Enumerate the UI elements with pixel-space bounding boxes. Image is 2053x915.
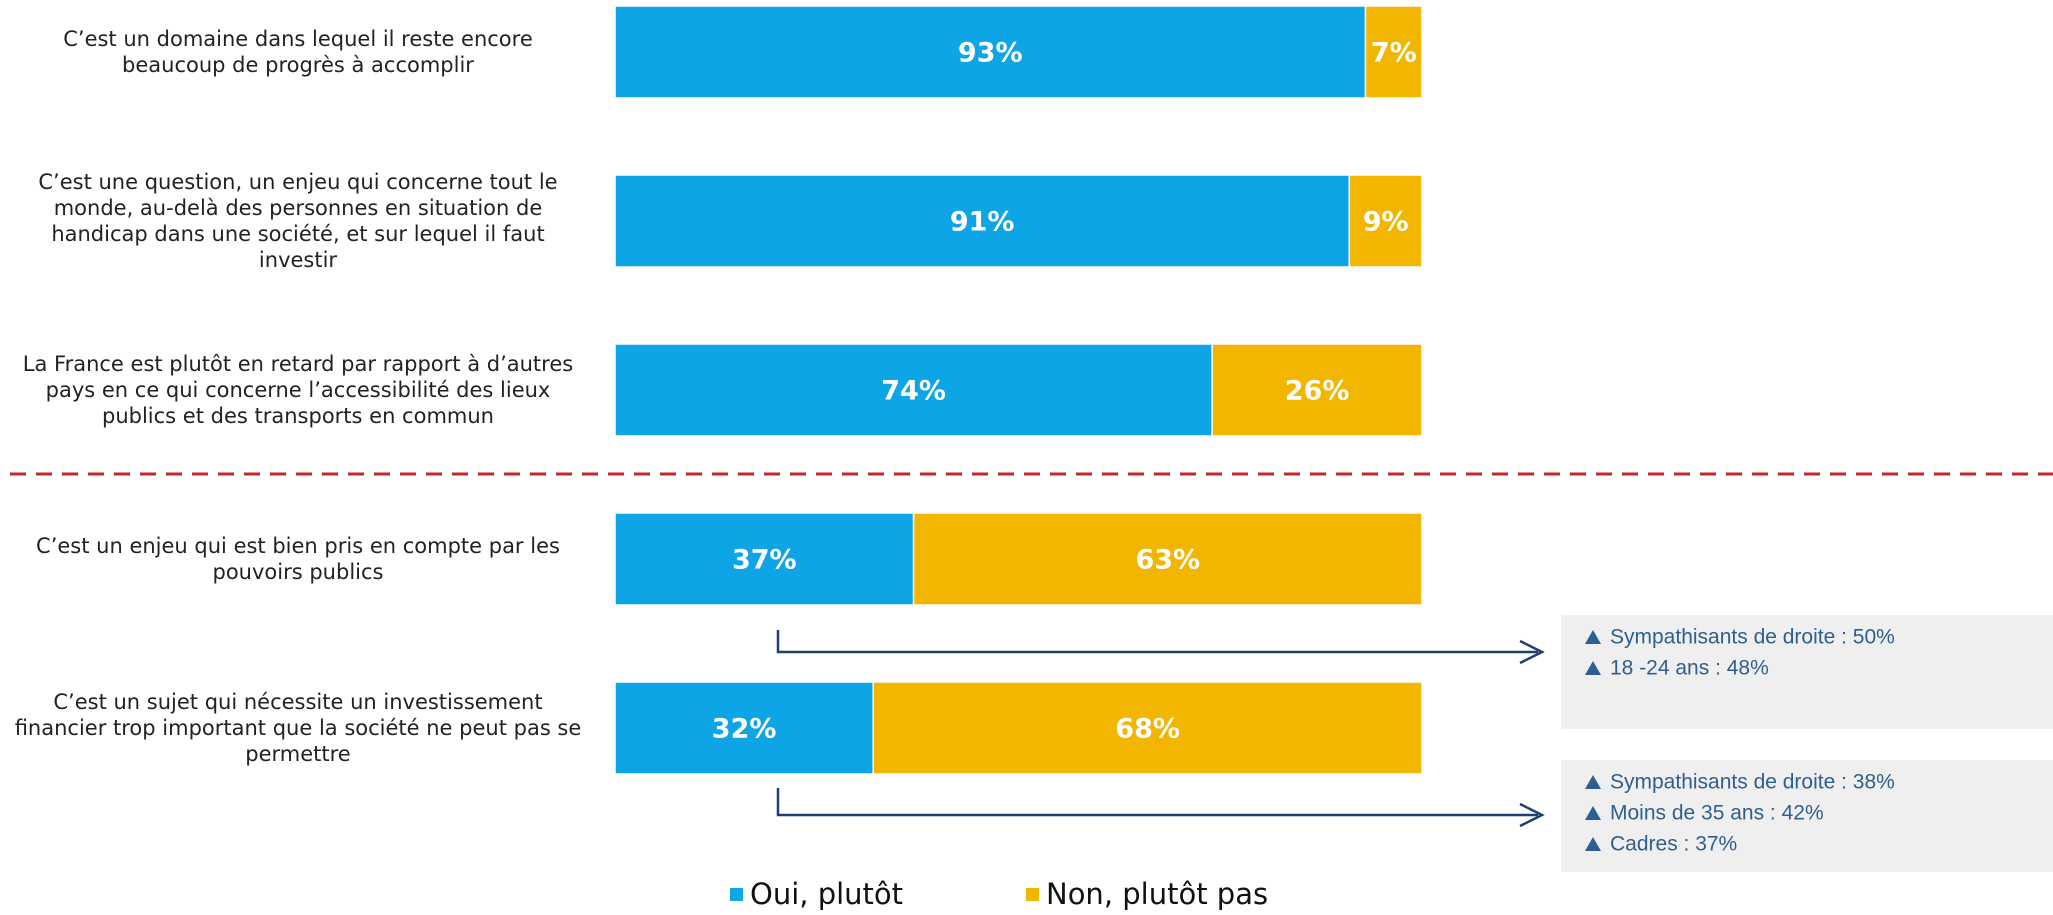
value-label: 74% (881, 376, 946, 407)
value-label: 26% (1285, 376, 1350, 407)
category-label: C’est un enjeu qui est bien pris en comp… (36, 534, 560, 584)
arrow-line (776, 788, 1538, 817)
bar-segment (1211, 343, 1423, 437)
triangle-icon (1585, 837, 1601, 851)
bar-segment (872, 681, 1423, 775)
triangle-icon (1585, 661, 1601, 675)
annotation-text: Moins de 35 ans : 42% (1610, 802, 1824, 825)
value-label: 93% (958, 38, 1023, 69)
annotation-box (1561, 615, 2053, 729)
annotation-box (1561, 760, 2053, 872)
value-label: 68% (1115, 714, 1180, 745)
annotation-text: Sympathisants de droite : 50% (1610, 626, 1895, 649)
bar-segment (614, 681, 874, 775)
category-label: C’est un sujet qui nécessite un investis… (14, 690, 582, 766)
triangle-icon (1585, 806, 1601, 820)
bar-segment (1348, 174, 1423, 268)
legend-swatch (1026, 888, 1039, 901)
category-label: La France est plutôt en retard par rappo… (22, 352, 574, 428)
arrow-head (1519, 639, 1545, 665)
arrow-head (1519, 802, 1545, 828)
category-label: C’est une question, un enjeu qui concern… (38, 170, 558, 272)
value-label: 37% (732, 545, 797, 576)
triangle-icon (1585, 630, 1601, 644)
value-label: 7% (1371, 38, 1417, 69)
arrow-line (776, 630, 1538, 654)
legend-swatch (730, 888, 743, 901)
triangle-icon (1585, 775, 1601, 789)
bar-segment (614, 5, 1367, 99)
annotation-text: Cadres : 37% (1610, 833, 1737, 856)
category-label: C’est un domaine dans lequel il reste en… (63, 27, 533, 77)
annotation-text: 18 -24 ans : 48% (1610, 657, 1769, 680)
value-label: 91% (950, 207, 1015, 238)
value-label: 63% (1135, 545, 1200, 576)
bar-segment (614, 174, 1351, 268)
legend-label: Non, plutôt pas (1046, 877, 1268, 911)
value-label: 9% (1363, 207, 1409, 238)
legend-label: Oui, plutôt (750, 877, 903, 911)
annotation-text: Sympathisants de droite : 38% (1610, 771, 1895, 794)
value-label: 32% (712, 714, 777, 745)
bar-segment (1364, 5, 1423, 99)
bar-segment (912, 512, 1423, 606)
